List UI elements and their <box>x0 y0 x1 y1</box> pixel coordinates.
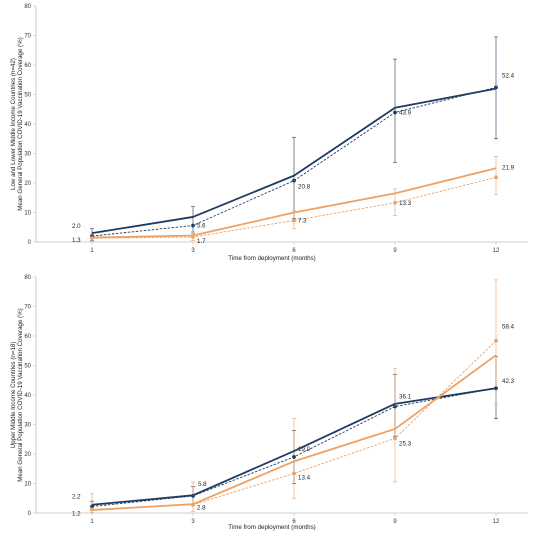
data-label-leader <box>495 326 502 341</box>
x-tick-label: 12 <box>493 519 500 525</box>
y-tick-label: 50 <box>24 364 31 370</box>
data-point <box>292 218 296 223</box>
data-label: 25.3 <box>399 440 412 447</box>
data-label: 13.3 <box>399 200 412 207</box>
data-label: 2.2 <box>72 494 81 501</box>
data-point <box>191 235 195 239</box>
x-axis-title: Time from deployment (months) <box>228 255 315 262</box>
y-tick-label: 20 <box>24 181 31 187</box>
data-label: 58.4 <box>502 324 515 331</box>
y-tick-label: 80 <box>24 4 31 10</box>
data-label: 21.9 <box>502 164 515 171</box>
x-tick-label: 1 <box>90 248 94 254</box>
chart-low-lower-middle-income: 0 10 20 30 40 50 60 70 80 1 3 6 9 12 Time from deploym… <box>10 4 528 262</box>
data-label: 1.2 <box>72 510 81 517</box>
series-line-solid <box>91 87 497 235</box>
x-tick-label: 9 <box>393 248 397 254</box>
data-point <box>292 471 296 476</box>
data-label: 5.8 <box>198 481 207 488</box>
y-axis-title-line: Mean General Population COVID-19 Vaccina… <box>17 308 24 482</box>
x-tick-label: 3 <box>191 248 195 254</box>
y-tick-label: 0 <box>28 240 32 246</box>
y-tick-label: 80 <box>24 275 31 281</box>
data-point <box>393 200 397 205</box>
x-tick-label: 9 <box>393 519 397 525</box>
data-label-leader <box>83 509 93 514</box>
data-label-leader <box>394 396 399 407</box>
data-label-leader <box>495 75 502 88</box>
data-label-leader <box>192 483 198 496</box>
x-axis-title: Time from deployment (months) <box>228 524 315 531</box>
y-tick-label: 0 <box>28 511 32 517</box>
x-tick-label: 1 <box>90 519 94 525</box>
data-label: 43.9 <box>399 109 412 116</box>
data-point <box>393 110 397 115</box>
series-line-solid <box>91 167 497 239</box>
y-axis-title-line: Low and Lower Middle Income Countries (n… <box>10 58 17 190</box>
data-label: 13.4 <box>298 474 311 481</box>
data-label-leader <box>83 225 93 237</box>
y-tick-label: 50 <box>24 93 31 99</box>
y-tick-label: 30 <box>24 423 31 429</box>
data-point <box>191 502 195 507</box>
data-label: 52.4 <box>502 72 515 79</box>
data-label: 20.8 <box>298 184 311 191</box>
data-label: 19.0 <box>298 446 311 453</box>
y-tick-label: 60 <box>24 334 31 340</box>
data-label: 2.0 <box>72 223 81 230</box>
series-line-solid <box>91 387 497 506</box>
y-tick-label: 40 <box>24 393 31 399</box>
data-label: 2.8 <box>197 505 206 512</box>
y-tick-label: 40 <box>24 122 31 128</box>
data-point <box>191 223 195 228</box>
data-label-leader <box>83 496 93 507</box>
y-axis-title-line: Upper Middle Income Countries (n=18) <box>10 342 17 449</box>
x-tick-label: 6 <box>292 519 296 525</box>
data-label-leader <box>394 438 399 444</box>
x-tick-label: 6 <box>292 248 296 254</box>
y-tick-label: 60 <box>24 63 31 69</box>
data-label: 7.3 <box>298 217 307 224</box>
chart-upper-middle-income: 0 10 20 30 40 50 60 70 80 1 3 6 9 12 Time from deploym… <box>10 275 528 531</box>
y-axis-title-line: Mean General Population COVID-19 Vaccina… <box>17 37 24 211</box>
y-tick-label: 20 <box>24 452 31 458</box>
x-tick-label: 3 <box>191 519 195 525</box>
y-tick-label: 10 <box>24 482 31 488</box>
data-label: 42.3 <box>502 378 515 385</box>
data-label: 1.3 <box>72 237 81 244</box>
y-tick-label: 70 <box>24 34 31 40</box>
data-label-leader <box>83 237 93 241</box>
data-point <box>494 175 498 180</box>
x-tick-label: 12 <box>493 248 500 254</box>
data-label: 1.7 <box>197 238 206 245</box>
series-line-dashed <box>91 340 497 510</box>
series-line-solid <box>91 354 497 511</box>
y-tick-label: 10 <box>24 211 31 217</box>
y-tick-label: 30 <box>24 152 31 158</box>
data-point <box>494 386 498 391</box>
data-point <box>292 455 296 459</box>
data-label: 36.1 <box>399 394 412 401</box>
y-tick-label: 70 <box>24 305 31 311</box>
data-label: 5.6 <box>197 222 206 229</box>
series-line-dashed <box>91 176 497 239</box>
